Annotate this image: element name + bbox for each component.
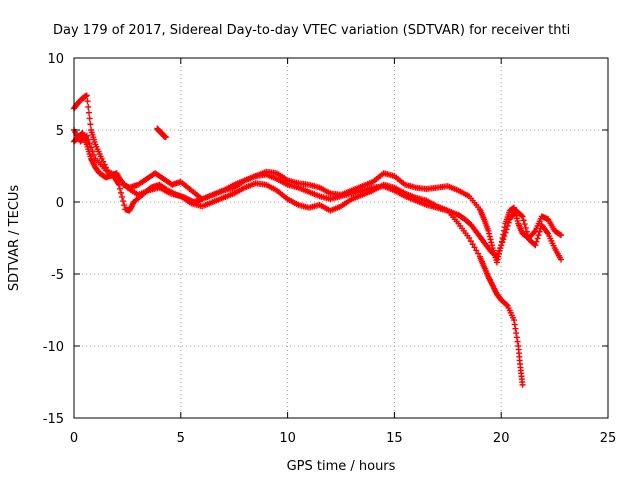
x-tick-label: 20 [493, 431, 510, 446]
data-point [84, 98, 91, 105]
data-point [119, 193, 126, 200]
data-point [519, 213, 526, 220]
data-point [485, 227, 492, 234]
data-point [532, 242, 539, 249]
data-point [535, 232, 542, 239]
data-point [514, 338, 521, 345]
y-axis-title: SDTVAR / TECUs [7, 185, 22, 292]
data-point [117, 189, 124, 196]
data-point [493, 259, 500, 266]
data-point [121, 202, 128, 209]
data-point [512, 325, 519, 332]
y-tick-label: 10 [47, 52, 64, 67]
data-point [498, 242, 505, 249]
x-tick-label: 15 [386, 431, 403, 446]
data-point [513, 334, 520, 341]
x-tick-label: 0 [70, 431, 78, 446]
data-point [558, 256, 565, 263]
data-point [162, 134, 169, 141]
data-point [536, 228, 543, 235]
data-point [524, 232, 531, 239]
data-point [501, 233, 508, 240]
data-point [487, 236, 494, 243]
data-point [499, 239, 506, 246]
x-axis-title: GPS time / hours [287, 459, 396, 474]
y-tick-label: -10 [43, 340, 64, 355]
data-point [494, 256, 501, 263]
y-tick-label: 0 [56, 196, 64, 211]
data-point [486, 230, 493, 237]
y-tick-label: 5 [56, 124, 64, 139]
data-point [83, 92, 90, 99]
data-point [521, 221, 528, 228]
data-point [533, 238, 540, 245]
data-point [503, 226, 510, 233]
axis-ticks: 0 5 10 15 20 25 -15 -10 -5 0 5 10 [43, 52, 617, 446]
data-point [502, 229, 509, 236]
data-point [486, 233, 493, 240]
data-point [523, 228, 530, 235]
data-point [496, 247, 503, 254]
x-tick-label: 10 [279, 431, 296, 446]
data-series [71, 92, 565, 388]
data-point [85, 136, 92, 143]
data-point [473, 247, 480, 254]
data-point [89, 148, 96, 155]
data-point [87, 121, 94, 128]
data-point [86, 115, 93, 122]
data-point [531, 229, 538, 235]
data-point [488, 239, 495, 246]
data-point [116, 185, 123, 192]
data-point [466, 235, 473, 241]
data-point [86, 140, 93, 147]
data-point [120, 198, 127, 205]
data-point [88, 144, 95, 151]
data-point [518, 212, 525, 219]
plot-frame [73, 57, 609, 419]
data-point [505, 219, 512, 226]
data-point [469, 241, 476, 248]
data-point [85, 103, 92, 110]
data-point [519, 381, 526, 388]
data-point [90, 151, 97, 158]
data-point [511, 317, 518, 324]
x-tick-label: 25 [600, 431, 617, 446]
data-point [520, 217, 527, 224]
x-tick-label: 5 [177, 431, 185, 446]
data-point [493, 253, 500, 260]
y-tick-label: -5 [51, 268, 64, 283]
series-fragment [154, 125, 169, 141]
data-point [488, 242, 495, 249]
data-point [503, 301, 510, 308]
data-point [471, 244, 478, 251]
data-point [556, 231, 563, 238]
data-point [475, 250, 482, 257]
data-point [504, 223, 511, 229]
data-point [500, 236, 507, 243]
data-point [522, 224, 529, 231]
data-point [513, 330, 520, 337]
data-point [85, 109, 92, 116]
data-point [511, 321, 518, 328]
data-point [494, 250, 501, 257]
data-point [83, 132, 90, 139]
data-point [467, 238, 474, 245]
data-point [497, 245, 504, 252]
series-track-c [71, 127, 565, 263]
data-point [534, 235, 541, 242]
y-tick-label: -15 [43, 412, 64, 427]
data-point [558, 232, 565, 239]
chart-title: Day 179 of 2017, Sidereal Day-to-day VTE… [53, 23, 570, 38]
